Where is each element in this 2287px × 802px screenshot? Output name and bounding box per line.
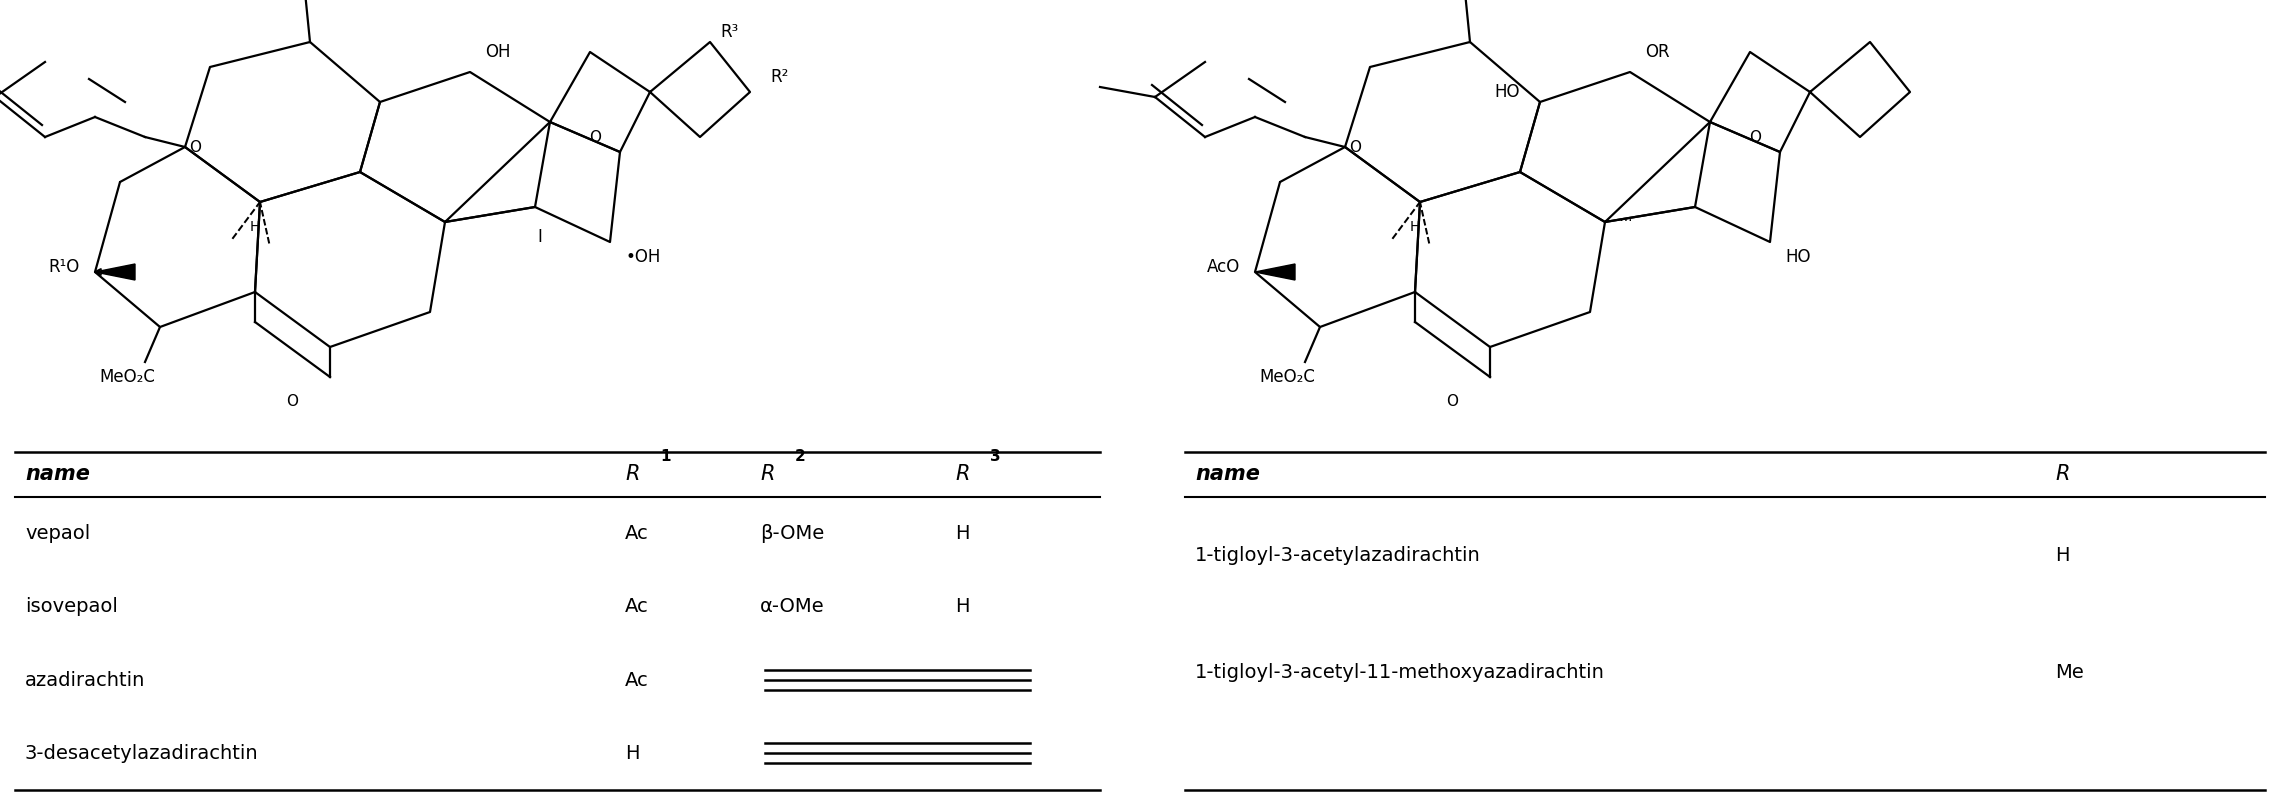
Text: vepaol: vepaol (25, 525, 89, 543)
Text: 1: 1 (661, 449, 670, 464)
Text: $R$: $R$ (759, 464, 775, 484)
Text: •OH: •OH (624, 248, 661, 266)
Text: Ac: Ac (624, 670, 650, 690)
Text: $R$: $R$ (2056, 464, 2070, 484)
Text: $R$: $R$ (624, 464, 640, 484)
Text: MeO₂C: MeO₂C (98, 368, 156, 386)
Text: H: H (2056, 546, 2070, 565)
Text: H: H (1409, 220, 1420, 234)
Text: AcO: AcO (1208, 258, 1240, 276)
Text: O: O (190, 140, 201, 155)
Text: H: H (956, 525, 970, 543)
Text: H: H (624, 744, 640, 763)
Text: R¹O: R¹O (48, 258, 80, 276)
Text: 2: 2 (796, 449, 805, 464)
Text: 1-tigloyl-3-acetylazadirachtin: 1-tigloyl-3-acetylazadirachtin (1196, 546, 1480, 565)
Text: HO: HO (1784, 248, 1811, 266)
Text: Me: Me (2056, 663, 2083, 683)
Text: O: O (1349, 140, 1361, 155)
Text: OR: OR (1644, 43, 1670, 61)
Text: ....: .... (1615, 210, 1633, 224)
Text: MeO₂C: MeO₂C (1260, 368, 1315, 386)
Polygon shape (96, 264, 135, 280)
Text: H: H (956, 597, 970, 617)
Text: OH: OH (485, 43, 510, 61)
Polygon shape (1256, 264, 1294, 280)
Text: azadirachtin: azadirachtin (25, 670, 146, 690)
Text: $R$: $R$ (956, 464, 970, 484)
Text: name: name (25, 464, 89, 484)
Text: Ac: Ac (624, 597, 650, 617)
Text: isovepaol: isovepaol (25, 597, 119, 617)
Text: R²: R² (771, 68, 789, 86)
Text: O: O (1445, 395, 1459, 410)
Text: Ac: Ac (624, 525, 650, 543)
Text: 3-desacetylazadirachtin: 3-desacetylazadirachtin (25, 744, 258, 763)
Text: 3: 3 (990, 449, 1002, 464)
Text: R³: R³ (720, 23, 739, 41)
Text: O: O (1750, 129, 1761, 144)
Text: HO: HO (1493, 83, 1521, 101)
Text: name: name (1196, 464, 1260, 484)
Text: H: H (249, 220, 261, 234)
Text: O: O (286, 395, 300, 410)
Text: I: I (537, 228, 542, 246)
Text: 1-tigloyl-3-acetyl-11-methoxyazadirachtin: 1-tigloyl-3-acetyl-11-methoxyazadirachti… (1196, 663, 1605, 683)
Text: α-OMe: α-OMe (759, 597, 826, 617)
Text: O: O (590, 129, 601, 144)
Text: β-OMe: β-OMe (759, 525, 823, 543)
